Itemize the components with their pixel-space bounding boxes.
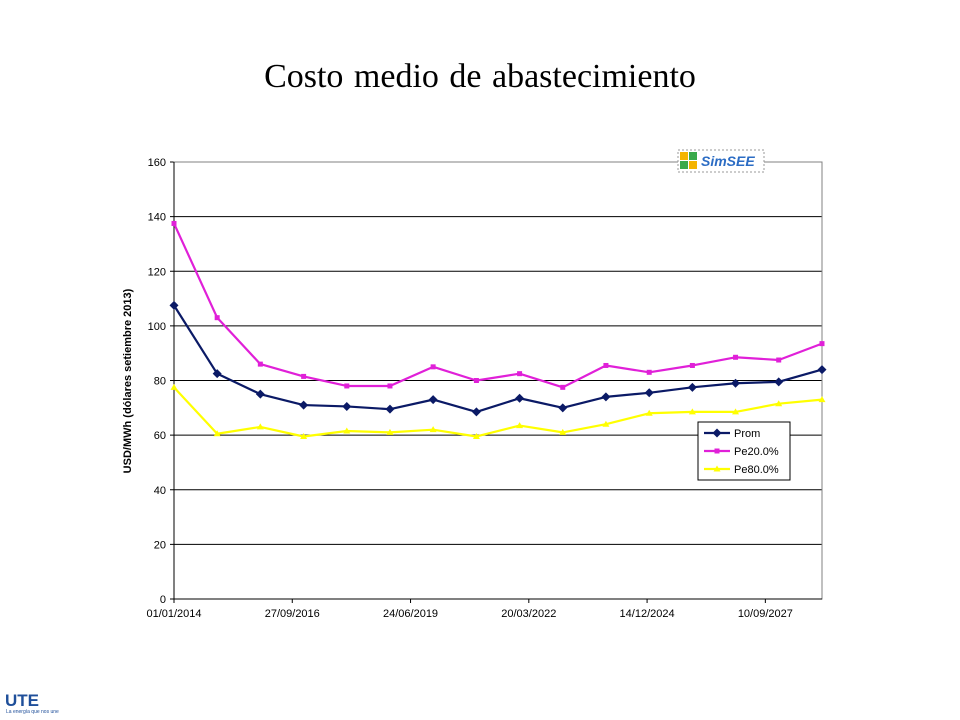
ute-tagline: La energía que nos une (6, 709, 59, 715)
series-group (169, 220, 827, 439)
data-point-pe80 (516, 422, 524, 429)
legend-label: Prom (734, 428, 760, 440)
y-tick-label: 60 (154, 430, 166, 442)
data-point-pe20 (517, 371, 523, 377)
x-tick-labels: 01/01/2014 27/09/2016 24/06/2019 20/03/2022… (146, 599, 793, 620)
data-point-prom (731, 378, 741, 388)
data-point-pe80 (343, 427, 351, 434)
x-tick-label: 24/06/2019 (383, 608, 438, 620)
data-point-prom (299, 400, 309, 410)
data-point-pe20 (171, 220, 177, 226)
data-point-pe80 (429, 426, 437, 433)
data-point-pe20 (603, 362, 609, 368)
data-point-pe20 (344, 383, 350, 389)
data-point-pe20 (473, 378, 479, 383)
y-axis-title: USD/MWh (dólares setiembre 2013) (122, 288, 134, 473)
series-prom (169, 300, 827, 417)
ute-logo-text: UTE (5, 691, 39, 710)
data-point-pe80 (688, 408, 696, 415)
series-pe20-0- (171, 220, 825, 390)
x-tick-label: 14/12/2024 (620, 608, 675, 620)
slide-title: Costo medio de abastecimiento (264, 58, 696, 95)
data-point-pe80 (256, 423, 264, 430)
legend-label: Pe20.0% (734, 446, 779, 458)
axes (173, 162, 822, 600)
simsee-label: SimSEE (701, 153, 755, 169)
data-point-prom (712, 428, 722, 438)
series-pe80-0- (170, 383, 826, 439)
data-point-prom (601, 392, 611, 402)
data-point-pe80 (645, 409, 653, 416)
series-line (173, 386, 823, 438)
data-point-prom (342, 401, 352, 411)
legend: Prom Pe20.0% Pe80.0% (697, 421, 791, 481)
series-line (173, 304, 823, 414)
data-point-prom (255, 389, 265, 399)
y-tick-label: 140 (148, 212, 166, 224)
y-tick-label: 20 (154, 539, 166, 551)
series-line (172, 222, 823, 389)
data-point-pe80 (732, 408, 740, 415)
data-point-pe20 (214, 315, 220, 321)
data-point-prom (687, 382, 697, 392)
simsee-logo-icon (680, 152, 688, 160)
y-tick-label: 0 (160, 594, 166, 606)
x-tick-label: 01/01/2014 (146, 608, 201, 620)
x-tick-label: 10/09/2027 (738, 608, 793, 620)
x-tick-label: 27/09/2016 (265, 608, 320, 620)
y-tick-labels: 0 20 40 60 80 100 120 140 160 (148, 157, 166, 606)
y-tick-label: 100 (148, 321, 166, 333)
data-point-pe20 (430, 364, 436, 370)
data-point-pe20 (776, 357, 782, 363)
data-point-pe20 (689, 362, 695, 368)
data-point-prom (169, 300, 179, 310)
data-point-pe80 (818, 396, 826, 403)
data-point-pe20 (646, 369, 652, 375)
legend-label: Pe80.0% (734, 464, 779, 476)
data-point-prom (774, 377, 784, 387)
data-point-pe20 (733, 354, 739, 360)
data-point-prom (471, 407, 481, 417)
data-point-pe80 (775, 400, 783, 407)
y-tick-label: 120 (148, 266, 166, 278)
data-point-prom (385, 404, 395, 414)
data-point-pe80 (472, 432, 480, 439)
data-point-pe80 (300, 432, 308, 439)
x-tick-label: 20/03/2022 (501, 608, 556, 620)
data-point-pe20 (301, 373, 307, 379)
data-point-pe80 (170, 383, 178, 390)
data-point-prom (428, 395, 438, 405)
simsee-badge: SimSEE (677, 149, 765, 173)
y-tick-label: 160 (148, 157, 166, 169)
data-point-prom (515, 393, 525, 403)
gridlines (170, 161, 822, 600)
data-point-pe20 (560, 384, 566, 390)
data-point-pe20 (387, 383, 393, 389)
data-point-pe20 (257, 361, 263, 367)
data-point-pe80 (713, 465, 721, 472)
ute-logo: UTE (4, 690, 64, 715)
data-point-prom (212, 369, 222, 379)
data-point-pe80 (213, 430, 221, 437)
data-point-prom (817, 365, 827, 375)
data-point-prom (644, 388, 654, 398)
y-tick-label: 80 (154, 376, 166, 388)
data-point-pe80 (559, 428, 567, 435)
data-point-pe20 (714, 448, 720, 454)
data-point-prom (558, 403, 568, 413)
y-tick-label: 40 (154, 485, 166, 497)
ute-logo-icon: UTE (5, 691, 39, 710)
data-point-pe80 (602, 420, 610, 427)
data-point-pe20 (819, 341, 825, 347)
data-point-pe80 (386, 428, 394, 435)
